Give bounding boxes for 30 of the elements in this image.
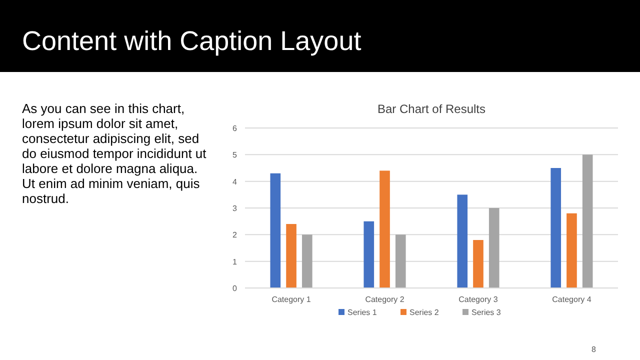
chart-title: Bar Chart of Results	[377, 102, 486, 116]
y-tick-label: 6	[232, 124, 238, 133]
bar	[473, 240, 484, 288]
y-tick-label: 4	[232, 177, 238, 186]
bar	[364, 221, 374, 288]
y-tick-label: 5	[232, 150, 238, 160]
bar	[582, 154, 593, 288]
text: As you can see in this chart, lorem ipsum dolor sit amet, consectetur adipiscing elit, sed do eiusmod tempor incididunt ut labore et dolore magna aliqua. Ut enim ad minim veniam, quis nostrud.	[22, 101, 207, 206]
bar	[286, 224, 296, 288]
y-tick-label: 1	[232, 257, 238, 266]
bar	[488, 208, 500, 288]
bar	[270, 173, 281, 288]
y-tick-label: 0	[232, 284, 238, 293]
x-tick-label: Category 4	[552, 295, 592, 304]
legend-label: Series 1	[348, 308, 378, 317]
bar	[566, 213, 577, 288]
legend-label: Series 3	[472, 308, 502, 317]
y-tick-label: 3	[232, 204, 238, 213]
x-tick-label: Category 3	[458, 295, 498, 304]
text: 8	[592, 345, 597, 354]
legend-label: Series 2	[410, 308, 440, 317]
x-tick-label: Category 2	[365, 295, 405, 304]
bar	[550, 168, 562, 288]
bar	[380, 170, 390, 288]
bar	[395, 234, 406, 288]
bar	[457, 194, 468, 288]
y-tick-label: 2	[232, 230, 238, 240]
bar	[302, 234, 312, 288]
x-tick-label: Category 1	[272, 295, 312, 304]
text: Content with Caption Layout	[22, 26, 362, 56]
